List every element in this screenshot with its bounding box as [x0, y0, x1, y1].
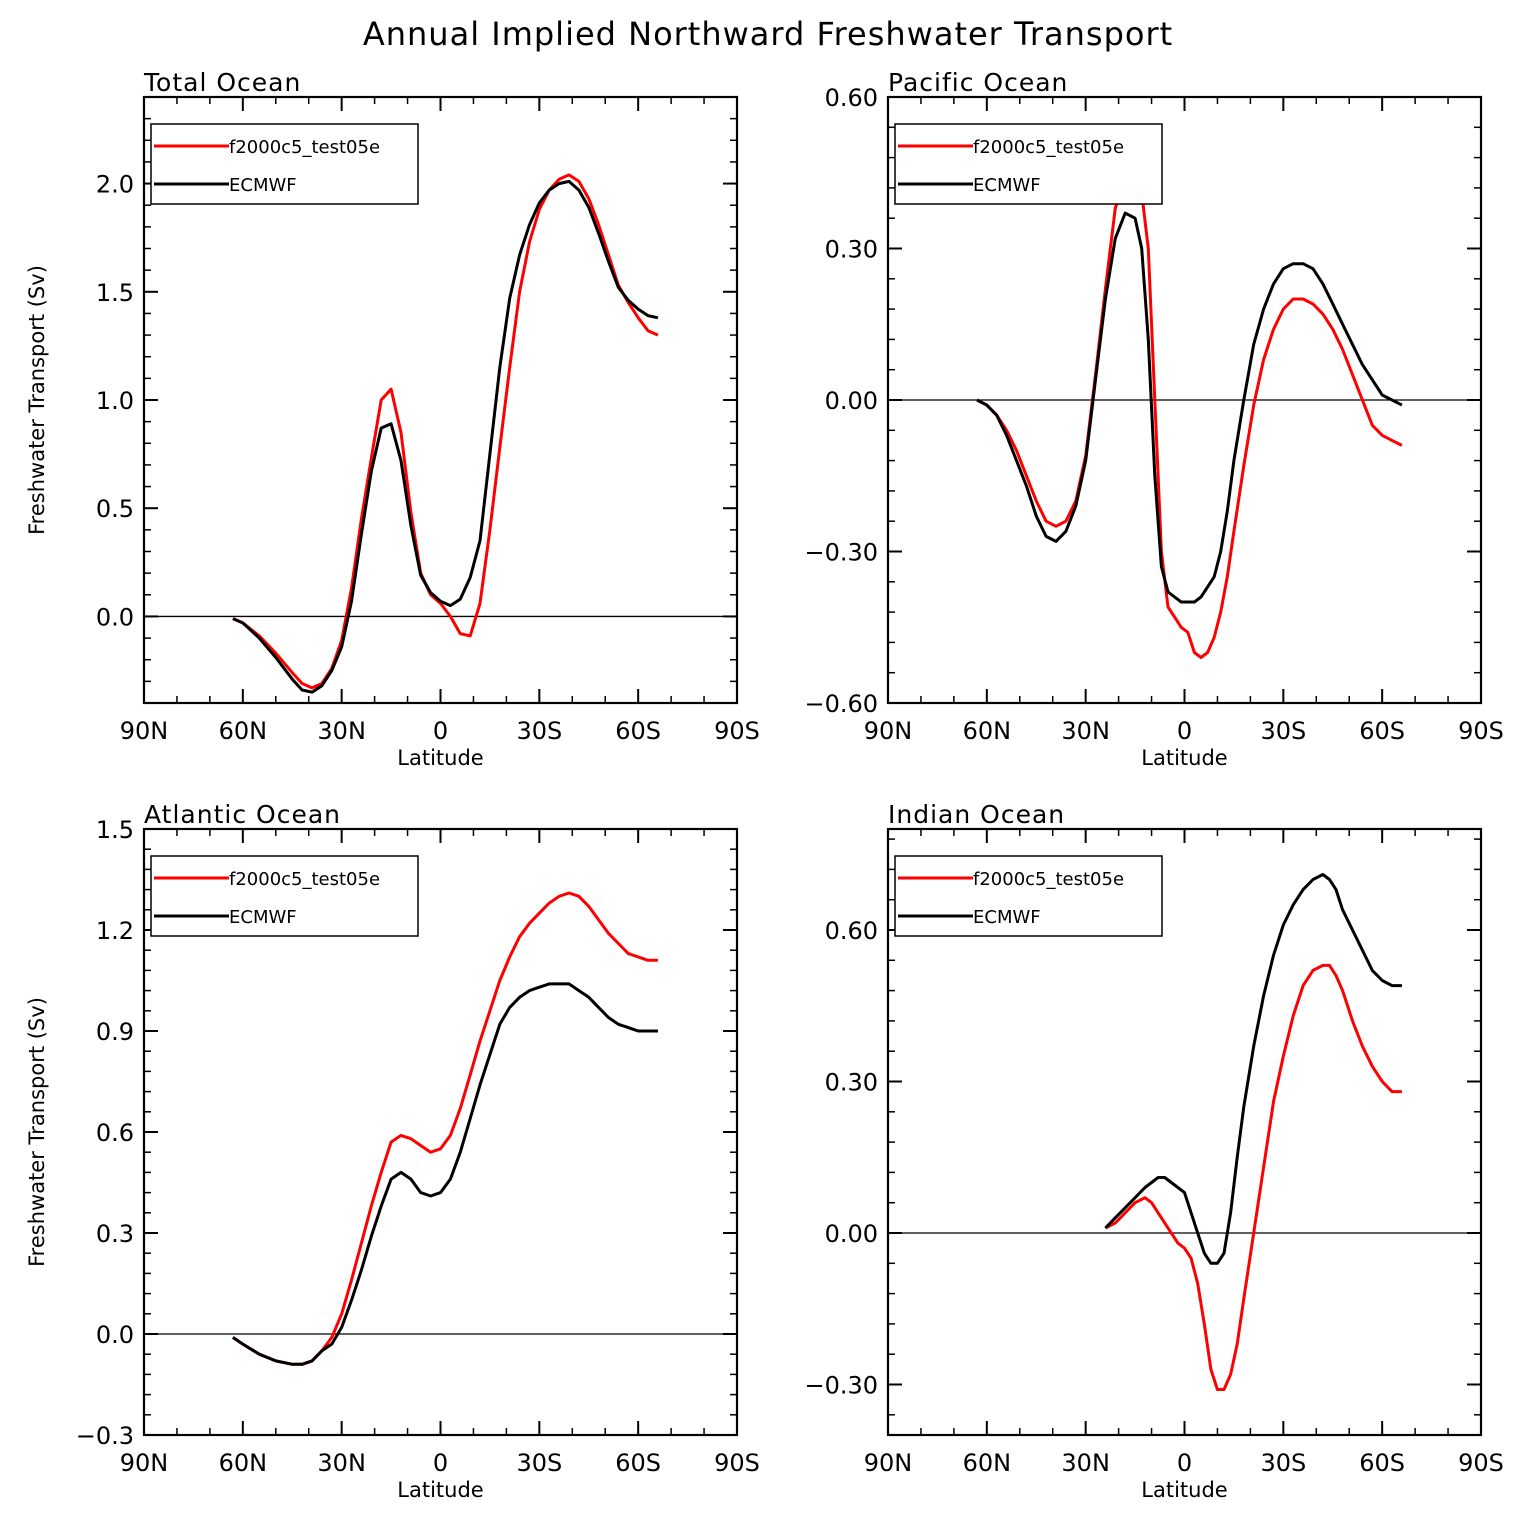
- x-tick-label: 90S: [1458, 1449, 1504, 1477]
- x-tick-label: 30S: [516, 1449, 562, 1477]
- legend-label: f2000c5_test05e: [229, 869, 380, 890]
- panel-atlantic-ocean: Atlantic Ocean 90N 60N 30N 0 30S 60S 90S −0.3 0.0…: [25, 800, 760, 1502]
- x-tick-label: 0: [433, 1449, 448, 1477]
- y-tick-label: 0.0: [96, 603, 134, 631]
- y-tick-label: 0.30: [825, 236, 878, 264]
- series-line-ecmwf: [232, 982, 658, 1366]
- y-tick-label: −0.60: [804, 690, 878, 718]
- panel-total-ocean: Total Ocean 90N 60N 30N 0 30S 60S 90S 0.0 0.5 1.0 1…: [25, 68, 760, 770]
- legend: f2000c5_test05e ECMWF: [150, 855, 419, 937]
- panel-title: Total Ocean: [143, 68, 301, 97]
- series-line-ecmwf: [1104, 873, 1402, 1265]
- x-tick-label: 90N: [864, 717, 913, 745]
- legend: f2000c5_test05e ECMWF: [894, 123, 1163, 205]
- legend-box: [150, 855, 419, 937]
- y-tick-label: −0.30: [804, 539, 878, 567]
- legend-label: f2000c5_test05e: [229, 137, 380, 158]
- y-tick-label: 0.5: [96, 495, 134, 523]
- x-tick-label: 60S: [1359, 1449, 1405, 1477]
- x-tick-label: 30N: [1061, 1449, 1110, 1477]
- y-tick-label: 1.0: [96, 387, 134, 415]
- y-axis-label: Freshwater Transport (Sv): [25, 997, 49, 1267]
- legend-label: f2000c5_test05e: [973, 869, 1124, 890]
- y-tick-label: 1.5: [96, 279, 134, 307]
- y-tick-label: 0.3: [96, 1220, 134, 1248]
- x-tick-label: 60N: [219, 717, 268, 745]
- x-axis-label: Latitude: [397, 746, 483, 770]
- y-tick-label: −0.30: [804, 1372, 878, 1400]
- legend-label: ECMWF: [229, 175, 297, 196]
- panel-title: Atlantic Ocean: [144, 800, 341, 829]
- y-tick-label: 0.60: [825, 84, 878, 112]
- y-tick-label: 2.0: [96, 171, 134, 199]
- x-tick-label: 30S: [1260, 717, 1306, 745]
- legend: f2000c5_test05e ECMWF: [894, 855, 1163, 937]
- x-tick-label: 90S: [714, 717, 760, 745]
- panel-pacific-ocean: Pacific Ocean 90N 60N 30N 0 30S 60S 90S −0.60 −0.…: [804, 68, 1503, 770]
- legend-label: ECMWF: [973, 907, 1041, 928]
- y-tick-label: 0.6: [96, 1119, 134, 1147]
- legend: f2000c5_test05e ECMWF: [150, 123, 419, 205]
- panel-title: Indian Ocean: [888, 800, 1065, 829]
- x-tick-label: 0: [1177, 1449, 1192, 1477]
- x-tick-label: 90N: [120, 1449, 169, 1477]
- y-tick-label: 1.2: [96, 917, 134, 945]
- legend-label: ECMWF: [229, 907, 297, 928]
- x-tick-label: 90S: [714, 1449, 760, 1477]
- x-tick-label: 0: [433, 717, 448, 745]
- y-tick-label: 0.00: [825, 1220, 878, 1248]
- y-tick-label: 0.00: [825, 387, 878, 415]
- legend-box: [150, 123, 419, 205]
- panel-title: Pacific Ocean: [888, 68, 1068, 97]
- y-tick-label: 1.5: [96, 816, 134, 844]
- x-tick-label: 90S: [1458, 717, 1504, 745]
- x-tick-label: 0: [1177, 717, 1192, 745]
- series-line-f2000c5-test05e: [232, 173, 659, 690]
- x-tick-label: 90N: [120, 717, 169, 745]
- plot-frame: [886, 827, 1483, 1437]
- panel-indian-ocean: Indian Ocean 90N 60N 30N 0 30S 60S 90S −0.30 0.00…: [804, 800, 1503, 1502]
- x-axis-label: Latitude: [1141, 746, 1227, 770]
- legend-label: f2000c5_test05e: [973, 137, 1124, 158]
- x-tick-label: 60S: [1359, 717, 1405, 745]
- y-tick-label: 0.9: [96, 1018, 134, 1046]
- y-tick-label: 0.60: [825, 917, 878, 945]
- series-line-ecmwf: [232, 179, 659, 694]
- series-line-ecmwf: [976, 211, 1403, 604]
- x-tick-label: 30N: [317, 1449, 366, 1477]
- x-tick-label: 30N: [1061, 717, 1110, 745]
- plot-frame: [886, 95, 1483, 705]
- x-axis-label: Latitude: [1141, 1478, 1227, 1502]
- series-line-f2000c5-test05e: [976, 166, 1403, 659]
- x-tick-label: 60N: [963, 717, 1012, 745]
- x-tick-label: 60N: [963, 1449, 1012, 1477]
- y-tick-label: −0.3: [76, 1422, 134, 1450]
- plot-frame: [142, 95, 739, 705]
- y-tick-label: 0.30: [825, 1069, 878, 1097]
- legend-box: [894, 855, 1163, 937]
- y-tick-label: 0.0: [96, 1321, 134, 1349]
- y-axis-label: Freshwater Transport (Sv): [25, 265, 49, 535]
- series-line-f2000c5-test05e: [1104, 963, 1402, 1391]
- x-tick-label: 60S: [615, 717, 661, 745]
- figure-title: Annual Implied Northward Freshwater Tran…: [363, 15, 1173, 53]
- x-axis-label: Latitude: [397, 1478, 483, 1502]
- x-tick-label: 60S: [615, 1449, 661, 1477]
- legend-box: [894, 123, 1163, 205]
- x-tick-label: 90N: [864, 1449, 913, 1477]
- x-tick-label: 30S: [516, 717, 562, 745]
- plot-frame: [142, 827, 739, 1437]
- x-tick-label: 60N: [219, 1449, 268, 1477]
- legend-label: ECMWF: [973, 175, 1041, 196]
- x-tick-label: 30S: [1260, 1449, 1306, 1477]
- x-tick-label: 30N: [317, 717, 366, 745]
